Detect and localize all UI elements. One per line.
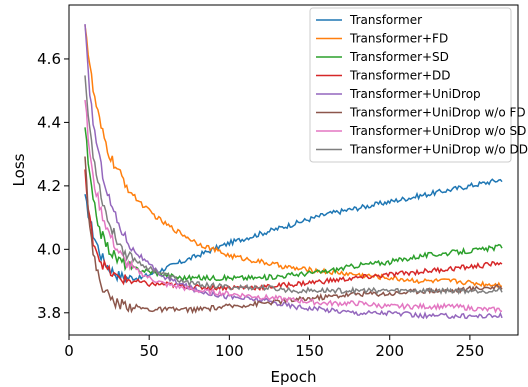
y-tick-label: 4.2 [37,177,61,195]
legend-entry-label: Transformer+UniDrop w/o SD [349,124,526,138]
plot-area-frame [68,4,519,336]
y-axis-label: Loss [10,153,28,186]
legend-entry-label: Transformer+SD [349,50,449,64]
legend-entry-label: Transformer+DD [349,69,451,83]
series-line [84,75,503,296]
y-tick-label: 4.6 [37,50,61,68]
legend-box [309,7,512,163]
x-tick-label: 200 [375,342,404,360]
y-axis-ticks: 3.8 4.0 4.2 4.4 4.6 [37,50,69,322]
y-tick-label: 4.4 [37,113,61,131]
legend: Transformer Transformer+FD Transformer+SD T… [309,7,528,163]
x-tick-label: 100 [215,342,244,360]
legend-entry-label: Transformer+FD [349,32,448,46]
legend-entry-label: Transformer+UniDrop w/o DD [349,143,528,157]
legend-entry-label: Transformer [349,13,422,27]
x-axis-ticks: 0 50 100 150 200 250 [64,335,484,360]
x-tick-label: 250 [456,342,485,360]
legend-entry-label: Transformer+UniDrop [349,87,481,101]
y-tick-label: 4.0 [37,240,61,258]
x-tick-label: 0 [64,342,74,360]
x-tick-label: 150 [295,342,324,360]
series-line [84,24,503,320]
legend-entry-label: Transformer+UniDrop w/o FD [349,106,526,120]
y-tick-label: 3.8 [37,304,61,322]
series-line [84,99,503,314]
series-lines [84,24,503,320]
x-tick-label: 50 [140,342,159,360]
series-line [84,169,503,292]
series-line [84,25,503,289]
x-axis-label: Epoch [271,368,317,386]
